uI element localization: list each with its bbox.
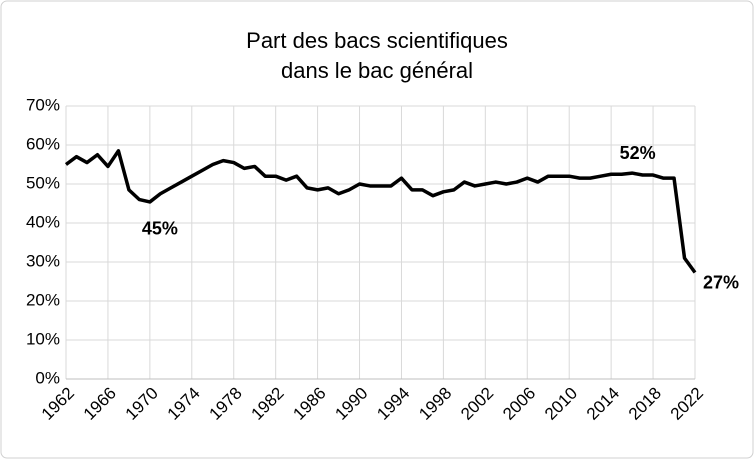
y-tick-label: 30% — [26, 251, 60, 270]
y-tick-label: 20% — [26, 290, 60, 309]
data-line — [64, 149, 697, 274]
chart-title: Part des bacs scientifiques — [246, 28, 508, 53]
annotation: 45% — [142, 218, 178, 238]
y-tick-label: 0% — [35, 368, 60, 387]
y-tick-label: 10% — [26, 329, 60, 348]
annotation: 27% — [703, 272, 739, 292]
y-tick-label: 60% — [26, 134, 60, 153]
y-tick-label: 70% — [26, 95, 60, 114]
y-tick-label: 40% — [26, 212, 60, 231]
annotation: 52% — [620, 143, 656, 163]
chart-title: dans le bac général — [281, 58, 473, 83]
y-tick-label: 50% — [26, 173, 60, 192]
